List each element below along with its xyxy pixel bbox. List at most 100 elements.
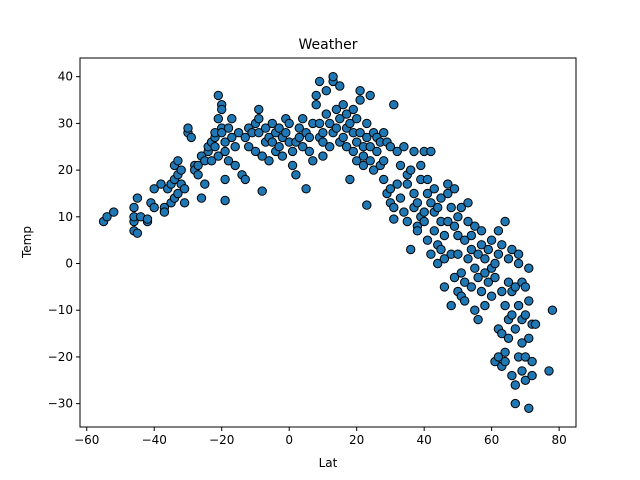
data-point [335, 81, 345, 91]
data-point [227, 132, 237, 143]
data-point [426, 198, 436, 208]
x-tick-label: 20 [349, 433, 364, 447]
data-point [486, 291, 497, 301]
data-point [233, 128, 244, 138]
data-point [210, 142, 220, 152]
data-point [257, 186, 267, 196]
data-point [449, 272, 460, 283]
data-point [476, 240, 487, 250]
x-axis-label: Lat [319, 456, 338, 470]
data-point [507, 310, 517, 320]
chart-title: Weather [299, 37, 358, 53]
data-point [466, 282, 477, 292]
data-point [311, 90, 321, 101]
data-point [179, 198, 190, 208]
data-point [439, 230, 450, 241]
data-point [281, 128, 291, 138]
data-point [264, 156, 274, 166]
data-point [416, 160, 426, 171]
data-point [173, 156, 183, 166]
data-point [409, 146, 419, 157]
data-point [304, 146, 315, 157]
y-axis: −30 −20 −10 0 10 20 30 40 [48, 70, 80, 411]
data-point [493, 352, 504, 362]
data-point [223, 156, 234, 166]
data-point [109, 207, 119, 217]
data-point [321, 109, 331, 119]
data-point [453, 212, 463, 222]
data-point [470, 263, 480, 273]
data-point [520, 282, 531, 292]
data-point [486, 235, 497, 245]
data-point [335, 114, 345, 124]
data-point [547, 305, 558, 315]
data-point [497, 286, 507, 297]
data-point [220, 174, 230, 185]
data-point [331, 104, 342, 115]
data-point [362, 132, 372, 143]
data-point [483, 277, 493, 287]
data-point [331, 123, 342, 133]
data-point [433, 258, 443, 269]
data-point [183, 123, 193, 133]
data-point [129, 202, 139, 213]
data-point [291, 170, 301, 180]
y-axis-label: Temp [20, 226, 34, 259]
data-point [341, 109, 352, 119]
data-point [301, 184, 311, 194]
data-point [399, 142, 409, 152]
data-point [193, 160, 203, 171]
data-point [429, 226, 439, 236]
data-point [419, 216, 429, 227]
data-point [352, 114, 362, 124]
data-point [513, 249, 524, 259]
data-point [419, 207, 429, 217]
data-point [325, 142, 335, 152]
data-point [304, 132, 315, 143]
data-point [274, 142, 284, 152]
data-point [433, 202, 443, 213]
data-point [362, 118, 372, 129]
data-point [453, 249, 463, 259]
x-tick-label: −40 [142, 433, 167, 447]
data-point [470, 221, 480, 231]
data-point [362, 200, 372, 210]
data-point [503, 333, 514, 343]
data-point [132, 228, 143, 238]
x-tick-label: 60 [484, 433, 499, 447]
data-point [352, 137, 362, 147]
data-point [250, 146, 261, 157]
data-point [355, 86, 365, 96]
data-point [102, 212, 112, 222]
data-point [193, 170, 203, 180]
data-point [429, 184, 439, 194]
data-point [524, 296, 534, 306]
data-point [186, 132, 197, 143]
data-point [517, 366, 527, 376]
data-point [436, 193, 446, 203]
data-point [463, 198, 473, 208]
data-point [213, 151, 224, 161]
data-point [240, 132, 251, 143]
y-tick-label: 40 [58, 70, 73, 84]
data-point [358, 160, 369, 171]
data-point [527, 370, 537, 381]
x-tick-label: 40 [417, 433, 432, 447]
data-point [341, 142, 352, 152]
data-point [220, 146, 230, 157]
data-point [443, 188, 453, 199]
data-point [510, 324, 520, 334]
data-point [254, 104, 264, 115]
data-point [257, 151, 267, 161]
data-point [149, 184, 159, 194]
data-point [196, 193, 207, 203]
data-point [318, 128, 328, 138]
data-point [436, 244, 446, 255]
data-point [142, 214, 153, 224]
data-point [507, 244, 517, 255]
data-point [328, 72, 338, 82]
data-point [406, 165, 416, 175]
data-point [520, 375, 531, 385]
data-point [503, 277, 514, 287]
